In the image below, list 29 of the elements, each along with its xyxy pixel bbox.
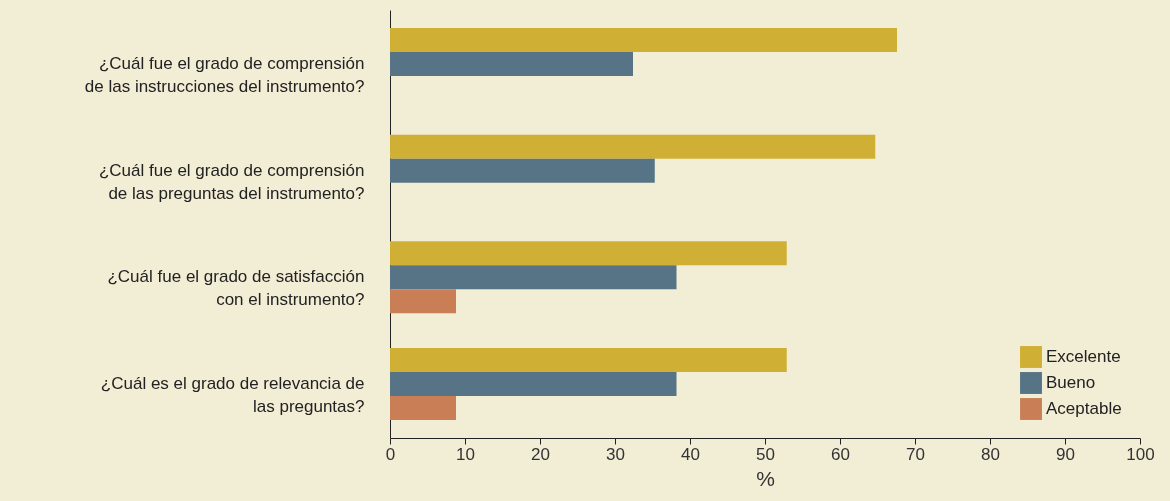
y-tick-label: ¿Cuál fue el grado de comprensión de las preguntas del instrumento? bbox=[98, 160, 365, 203]
bar bbox=[390, 289, 456, 314]
legend-label: Bueno bbox=[1046, 373, 1096, 392]
x-tick-label: 80 bbox=[981, 444, 1000, 464]
legend-label: Aceptable bbox=[1046, 399, 1122, 418]
legend-label: Excelente bbox=[1046, 347, 1121, 366]
bar bbox=[390, 265, 677, 290]
bar bbox=[390, 134, 876, 159]
x-tick-label: 10 bbox=[456, 444, 475, 464]
bar bbox=[390, 395, 456, 420]
y-tick-label: ¿Cuál fue el grado de comprensión de las instrucciones del instrumento? bbox=[84, 54, 365, 97]
x-tick-label: 30 bbox=[606, 444, 625, 464]
bar bbox=[390, 28, 897, 53]
bar bbox=[390, 347, 787, 372]
bar bbox=[390, 52, 633, 77]
x-tick-label: 90 bbox=[1056, 444, 1075, 464]
x-tick-label: 60 bbox=[831, 444, 850, 464]
bar bbox=[390, 241, 787, 266]
x-tick-label: 100 bbox=[1126, 444, 1155, 464]
x-tick-label: 40 bbox=[681, 444, 700, 464]
y-tick-label: ¿Cuál es el grado de relevancia de las preguntas? bbox=[100, 373, 365, 416]
bar bbox=[390, 158, 655, 183]
bar bbox=[390, 371, 677, 396]
x-tick-label: 50 bbox=[756, 444, 775, 464]
x-tick-label: 20 bbox=[531, 444, 550, 464]
y-tick-label: ¿Cuál fue el grado de satisfacción con el instrumento? bbox=[107, 267, 365, 310]
x-tick-label: 70 bbox=[906, 444, 925, 464]
x-axis-title: % bbox=[756, 466, 775, 490]
x-tick-label: 0 bbox=[385, 444, 396, 464]
